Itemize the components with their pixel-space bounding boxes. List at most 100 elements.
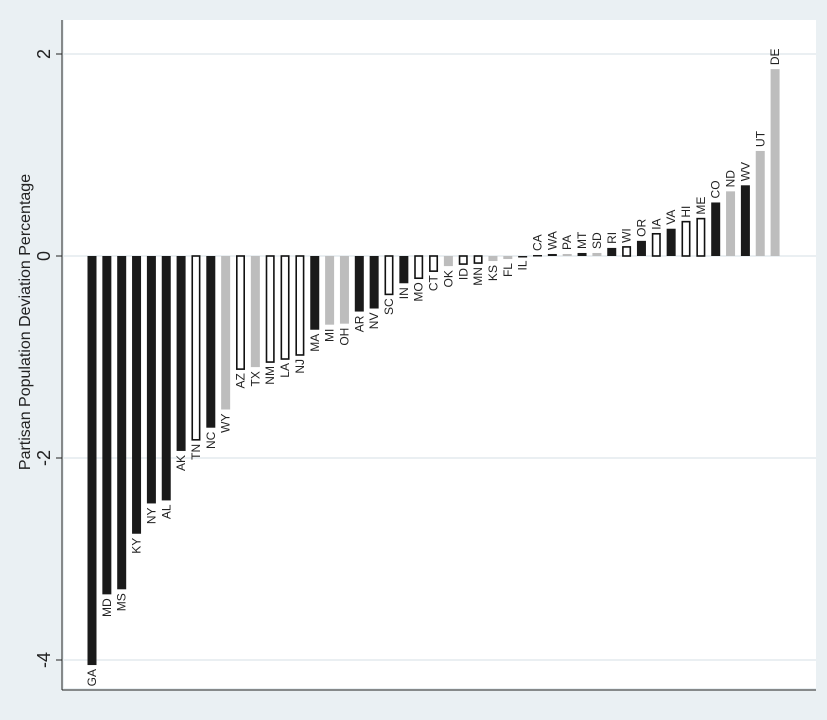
bar-sc xyxy=(384,255,394,296)
bar-label: RI xyxy=(605,232,619,244)
bar-label: FL xyxy=(501,263,515,277)
bar-ok xyxy=(443,256,453,267)
bar-label: OR xyxy=(634,219,648,237)
bar-label: NY xyxy=(144,507,158,524)
bar-label: GA xyxy=(85,669,99,686)
bar-label: NC xyxy=(204,431,218,449)
bar-label: NV xyxy=(367,313,381,330)
y-axis-label: Partisan Population Deviation Percentage xyxy=(17,174,34,470)
bar-label: SD xyxy=(590,232,604,249)
bar-nv xyxy=(369,256,379,309)
bar-label: MI xyxy=(323,329,337,342)
bar-label: HI xyxy=(679,206,693,218)
bar-in xyxy=(399,256,409,284)
bar-mi xyxy=(325,256,335,325)
bar-tx xyxy=(250,256,260,368)
bar-label: ME xyxy=(694,197,708,215)
bar-label: PA xyxy=(560,235,574,250)
bar-label: MO xyxy=(412,282,426,301)
bar-label: AL xyxy=(159,504,173,519)
bar-sd xyxy=(592,252,602,256)
bar-ny xyxy=(146,256,156,504)
bar-label: DE xyxy=(768,48,782,65)
bar-wi xyxy=(622,246,632,257)
bar-ct xyxy=(429,255,439,272)
bar-label: AZ xyxy=(234,373,248,388)
bar-ak xyxy=(176,256,186,451)
bar-or xyxy=(636,240,646,256)
y-tick-label: 0 xyxy=(34,251,54,261)
bar-fl xyxy=(503,256,513,260)
bar-label: CT xyxy=(427,274,441,291)
bar-label: IL xyxy=(516,260,530,270)
bar-label: WV xyxy=(738,162,752,181)
y-tick-label: -4 xyxy=(34,652,54,668)
y-tick-label: 2 xyxy=(34,49,54,59)
bar-mo xyxy=(414,255,424,280)
bar-al xyxy=(161,256,171,501)
gridlines xyxy=(64,53,816,661)
bar-label: KS xyxy=(486,265,500,281)
bar-label: MS xyxy=(115,593,129,611)
bar-nd xyxy=(726,191,736,256)
bars xyxy=(87,69,780,666)
bar-label: SC xyxy=(382,298,396,315)
bar-id xyxy=(458,255,468,265)
bar-label: UT xyxy=(753,130,767,147)
bar-il xyxy=(518,256,528,258)
bar-ar xyxy=(354,256,364,312)
plot-area xyxy=(64,20,816,688)
bar-az xyxy=(236,255,246,370)
bar-label: IA xyxy=(649,218,663,229)
bar-nj xyxy=(295,255,305,356)
bar-label: MT xyxy=(575,231,589,249)
bar-label: TN xyxy=(189,444,203,460)
bar-de xyxy=(770,69,780,257)
bar-label: TX xyxy=(248,371,262,386)
bar-label: ID xyxy=(456,268,470,280)
bar-hi xyxy=(681,220,691,257)
bar-tn xyxy=(191,255,201,441)
bar-label: NJ xyxy=(293,359,307,374)
bar-ca xyxy=(533,254,542,257)
bar-label: IN xyxy=(397,287,411,299)
bar-label: CO xyxy=(709,180,723,198)
bar-label: MA xyxy=(308,334,322,352)
bar-label: VA xyxy=(664,210,678,225)
bar-label: LA xyxy=(278,363,292,378)
bar-me xyxy=(696,217,706,257)
bar-la xyxy=(280,255,290,360)
bar-label: OK xyxy=(441,270,455,287)
bar-ky xyxy=(132,256,142,534)
bar-wy xyxy=(221,256,231,410)
bar-label: CA xyxy=(531,234,545,251)
bar-label: ND xyxy=(724,170,738,188)
bar-mt xyxy=(577,252,587,256)
bar-nc xyxy=(206,256,216,428)
bar-label: AK xyxy=(174,455,188,471)
bar-mn xyxy=(473,255,483,264)
bar-wv xyxy=(740,185,750,256)
bar-label: WA xyxy=(545,231,559,250)
bar-co xyxy=(711,202,721,256)
bar-label: MN xyxy=(471,267,485,286)
bar-nm xyxy=(265,255,275,363)
y-tick-label: -2 xyxy=(34,450,54,466)
bar-label: KY xyxy=(130,538,144,554)
bar-label: NM xyxy=(263,366,277,385)
bar-pa xyxy=(562,253,572,256)
bar-label: AR xyxy=(352,315,366,332)
bar-va xyxy=(666,228,676,256)
bar-ga xyxy=(87,256,97,666)
bar-label: OH xyxy=(337,328,351,346)
y-axis: 2 0 -2 -4 xyxy=(34,20,816,691)
bar-ms xyxy=(117,256,127,590)
bar-label: WY xyxy=(219,414,233,433)
bar-wa xyxy=(547,253,557,256)
bar-ut xyxy=(755,150,765,256)
bar-md xyxy=(102,256,112,595)
bar-label: WI xyxy=(620,228,634,243)
bar-oh xyxy=(339,256,349,324)
bar-ia xyxy=(651,232,661,257)
